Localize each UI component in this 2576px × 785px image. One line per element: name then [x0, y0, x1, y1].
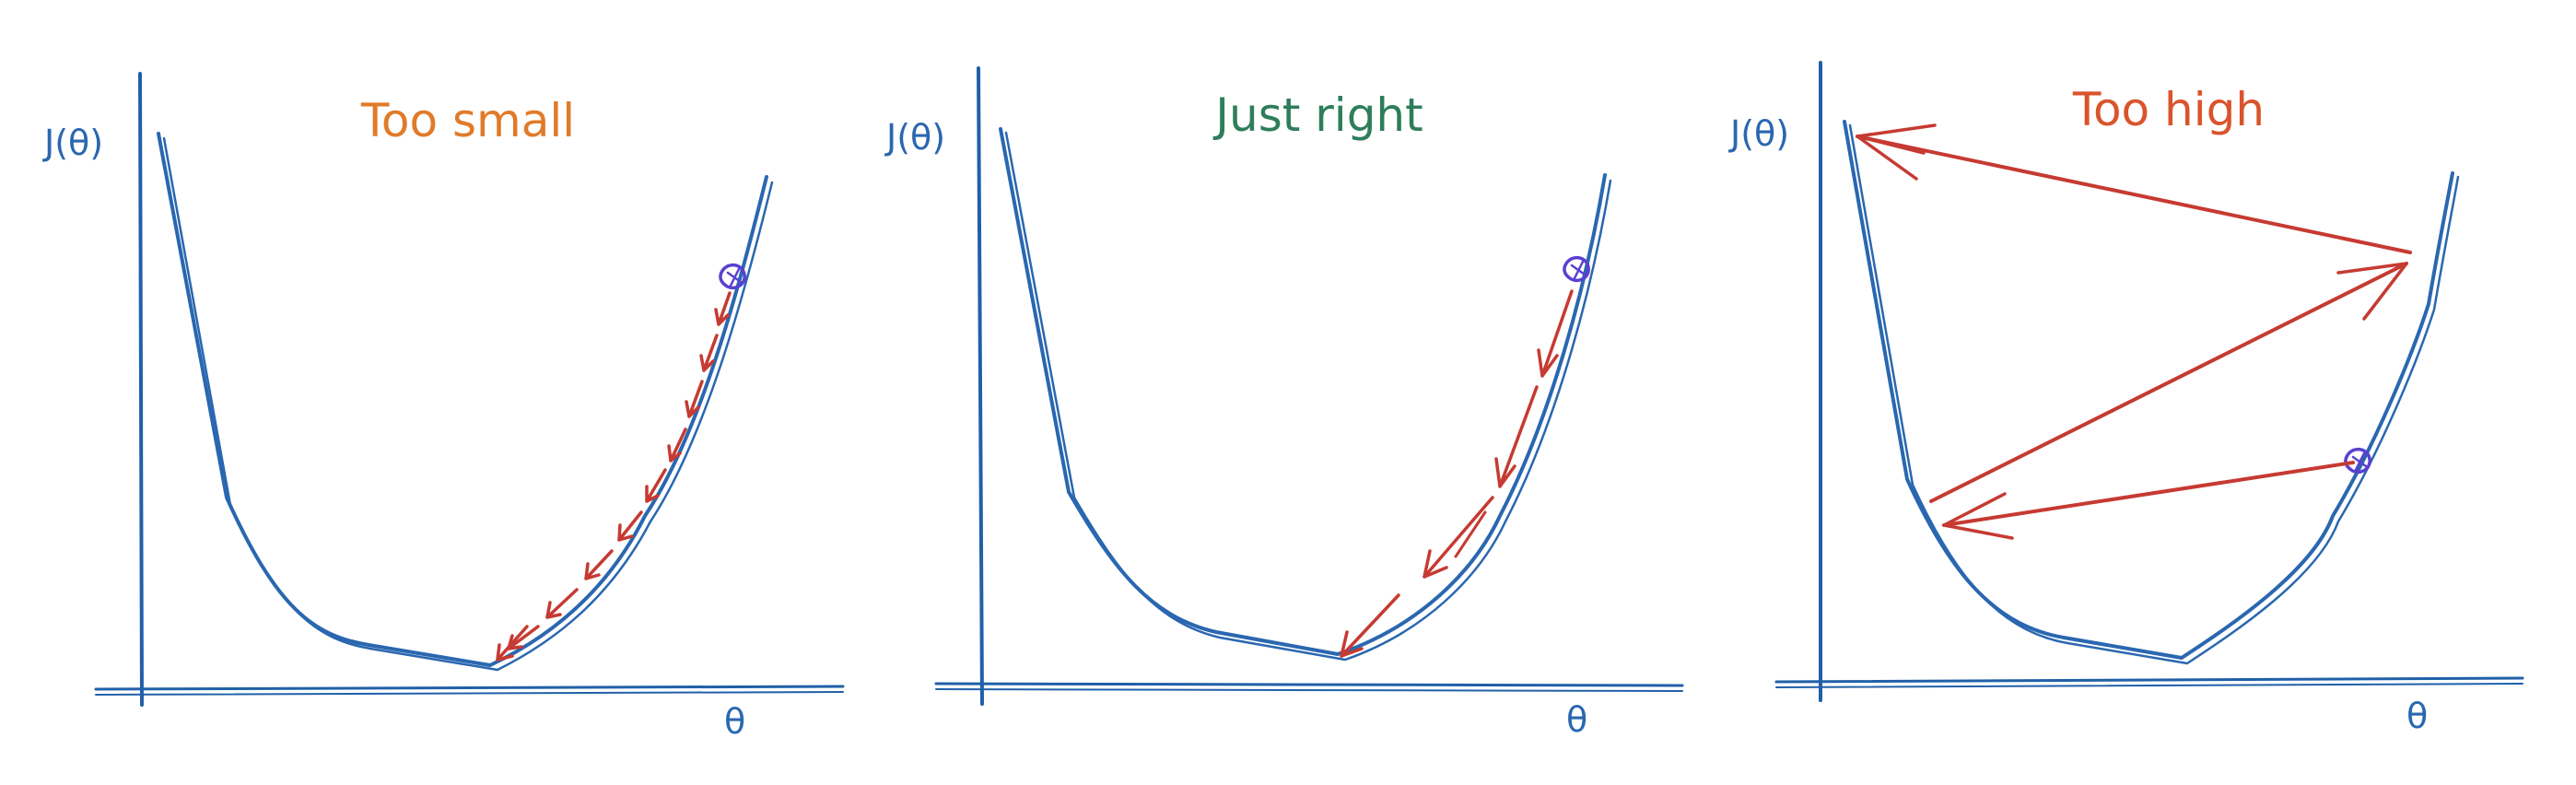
axes — [94, 72, 845, 707]
overshoot-arrows — [1856, 123, 2412, 540]
panel-too-high: Too high J(θ) θ — [1728, 61, 2524, 736]
panel-title: Just right — [1212, 88, 1423, 142]
panel-too-small: Too small J(θ) θ — [42, 72, 845, 742]
panel-title: Too small — [360, 94, 575, 147]
axes — [934, 66, 1684, 706]
panel-title: Too high — [2072, 83, 2265, 136]
small-steps-arrows — [496, 291, 732, 662]
x-axis-label: θ — [2406, 696, 2428, 736]
axes — [1774, 61, 2524, 702]
x-axis-label: θ — [1566, 699, 1587, 740]
ball-icon — [2344, 447, 2371, 475]
panel-just-right: Just right J(θ) θ — [884, 66, 1684, 740]
cost-curve — [1843, 120, 2460, 665]
ball-icon — [719, 263, 746, 290]
ball-icon — [1563, 255, 1590, 283]
right-steps-arrows — [1340, 289, 1574, 658]
y-axis-label: J(θ) — [1728, 113, 1789, 154]
cost-curve — [157, 132, 774, 672]
y-axis-label: J(θ) — [42, 123, 103, 163]
x-axis-label: θ — [724, 701, 745, 742]
cost-curve — [999, 127, 1612, 662]
y-axis-label: J(θ) — [884, 117, 945, 158]
